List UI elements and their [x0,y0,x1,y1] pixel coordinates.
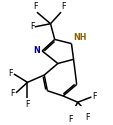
Text: F: F [68,115,72,124]
Text: F: F [8,69,13,78]
Text: NH: NH [72,33,86,42]
Text: F: F [25,100,29,109]
Text: F: F [29,22,34,31]
Text: F: F [33,2,38,11]
Text: F: F [92,92,96,101]
Text: F: F [10,89,15,98]
Text: F: F [84,113,89,122]
Text: N: N [33,46,40,55]
Text: F: F [61,2,65,11]
